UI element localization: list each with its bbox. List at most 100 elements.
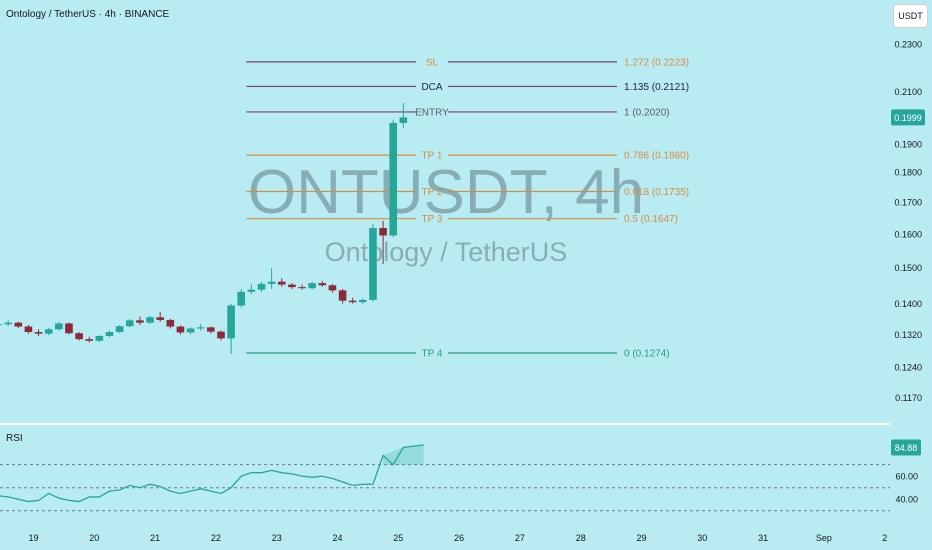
candle-body (95, 336, 104, 341)
time-tick-label: 26 (454, 533, 464, 543)
level-name-sl: SL (426, 57, 439, 68)
candle-body (125, 320, 134, 327)
candle-body (176, 326, 185, 333)
price-tick-label: 0.1900 (894, 139, 922, 149)
level-value-tp1: 0.786 (0.1860) (624, 151, 689, 162)
price-tick-label: 0.1170 (895, 393, 922, 403)
candle-body (298, 287, 306, 289)
candle-body (227, 305, 235, 339)
current-price-label: 0.1999 (894, 113, 922, 123)
level-value-tp3: 0.5 (0.1647) (624, 214, 678, 225)
time-axis[interactable]: 19 20 21 22 23 24 25 26 27 28 29 30 31 Sep 2 (28, 533, 887, 543)
price-tick-label: 0.1700 (894, 198, 922, 208)
watermark: ONTUSDT, 4h Ontology / TetherUS (248, 158, 644, 267)
time-tick-label: 19 (28, 533, 38, 543)
candle-body (186, 328, 195, 333)
level-value-tp2: 0.618 (0.1735) (624, 187, 689, 198)
level-value-tp4: 0 (0.1274) (624, 348, 670, 359)
price-tick-label: 0.1800 (894, 168, 922, 178)
level-name-tp2: TP 2 (422, 187, 443, 198)
candle-body (277, 281, 286, 285)
level-name-tp1: TP 1 (422, 151, 443, 162)
candle-body (217, 331, 225, 339)
price-tick-label: 0.1240 (894, 363, 922, 373)
rsi-value-label: 84.88 (895, 443, 918, 453)
candle-body (14, 322, 23, 327)
time-tick-label: 2 (882, 533, 887, 543)
candle-body (247, 289, 256, 292)
price-tick-label: 0.1400 (894, 299, 922, 309)
candle-body (308, 283, 316, 289)
time-tick-label: 28 (576, 533, 586, 543)
watermark-name: Ontology / TetherUS (325, 237, 568, 267)
candle-body (0, 324, 2, 326)
candle-body (105, 332, 114, 337)
time-tick-label: 20 (89, 533, 99, 543)
price-tick-label: 0.1600 (894, 229, 922, 239)
time-tick-label: 27 (515, 533, 525, 543)
candle-body (156, 317, 164, 320)
candle-body (166, 319, 175, 327)
currency-unit-button[interactable]: USDT (893, 4, 928, 28)
price-tick-label: 0.2100 (894, 87, 922, 97)
candle-body (44, 329, 53, 334)
candle-body (348, 300, 357, 303)
time-tick-label: 30 (697, 533, 707, 543)
rsi-tick-label: 60.00 (895, 472, 918, 482)
candle-body (24, 326, 33, 333)
candles (0, 102, 408, 354)
rsi-overbought-fill (383, 445, 424, 465)
candle-body (75, 333, 83, 340)
candle-body (379, 227, 387, 236)
fib-levels: SL 1.272 (0.2223) DCA 1.135 (0.2121) ENTRY 1 … (246, 57, 689, 359)
candle-body (207, 327, 215, 332)
level-name-entry: ENTRY (415, 107, 449, 118)
rsi-tick-label: 40.00 (895, 495, 918, 505)
candle-body (257, 283, 266, 290)
candle-body (328, 285, 337, 291)
candle-body (196, 327, 205, 329)
rsi-line (0, 444, 424, 503)
candle-body (136, 320, 144, 323)
candle-body (85, 339, 94, 341)
rsi-indicator-label[interactable]: RSI (6, 433, 23, 444)
candle-body (55, 323, 63, 330)
level-name-dca: DCA (421, 82, 442, 93)
level-value-dca: 1.135 (0.2121) (624, 82, 689, 93)
price-axis[interactable]: 0.2300 0.2100 0.1900 0.1800 0.1700 0.1600 0.15… (891, 40, 925, 403)
time-tick-label: 25 (393, 533, 403, 543)
candle-body (237, 291, 246, 306)
time-tick-label: 21 (150, 533, 160, 543)
chart-title[interactable]: Ontology / TetherUS · 4h · BINANCE (6, 9, 170, 20)
candle-body (4, 322, 12, 325)
time-tick-label: 23 (272, 533, 282, 543)
watermark-symbol: ONTUSDT, 4h (248, 158, 644, 227)
price-tick-label: 0.2300 (894, 40, 922, 50)
candle-body (115, 326, 124, 333)
candle-body (399, 117, 408, 123)
candle-body (267, 281, 276, 284)
level-value-sl: 1.272 (0.2223) (624, 57, 689, 68)
level-value-entry: 1 (0.2020) (624, 107, 670, 118)
rsi-value-tag (891, 439, 921, 456)
price-tick-label: 0.1320 (894, 330, 922, 340)
time-tick-label: 31 (758, 533, 768, 543)
rsi-pane: 60.00 40.00 84.88 (0, 439, 921, 512)
time-tick-label: 29 (636, 533, 646, 543)
price-tick-label: 0.1500 (894, 263, 922, 273)
candle-body (318, 283, 327, 286)
time-tick-label: Sep (816, 533, 832, 543)
candle-body (338, 290, 347, 301)
candle-body (65, 323, 73, 334)
candle-body (359, 299, 367, 303)
level-name-tp3: TP 3 (422, 214, 443, 225)
time-tick-label: 22 (211, 533, 221, 543)
current-price-tag (891, 109, 925, 126)
candle-body (146, 317, 154, 323)
candle-body (34, 332, 43, 334)
candle-body (288, 284, 296, 288)
level-name-tp4: TP 4 (422, 348, 443, 359)
